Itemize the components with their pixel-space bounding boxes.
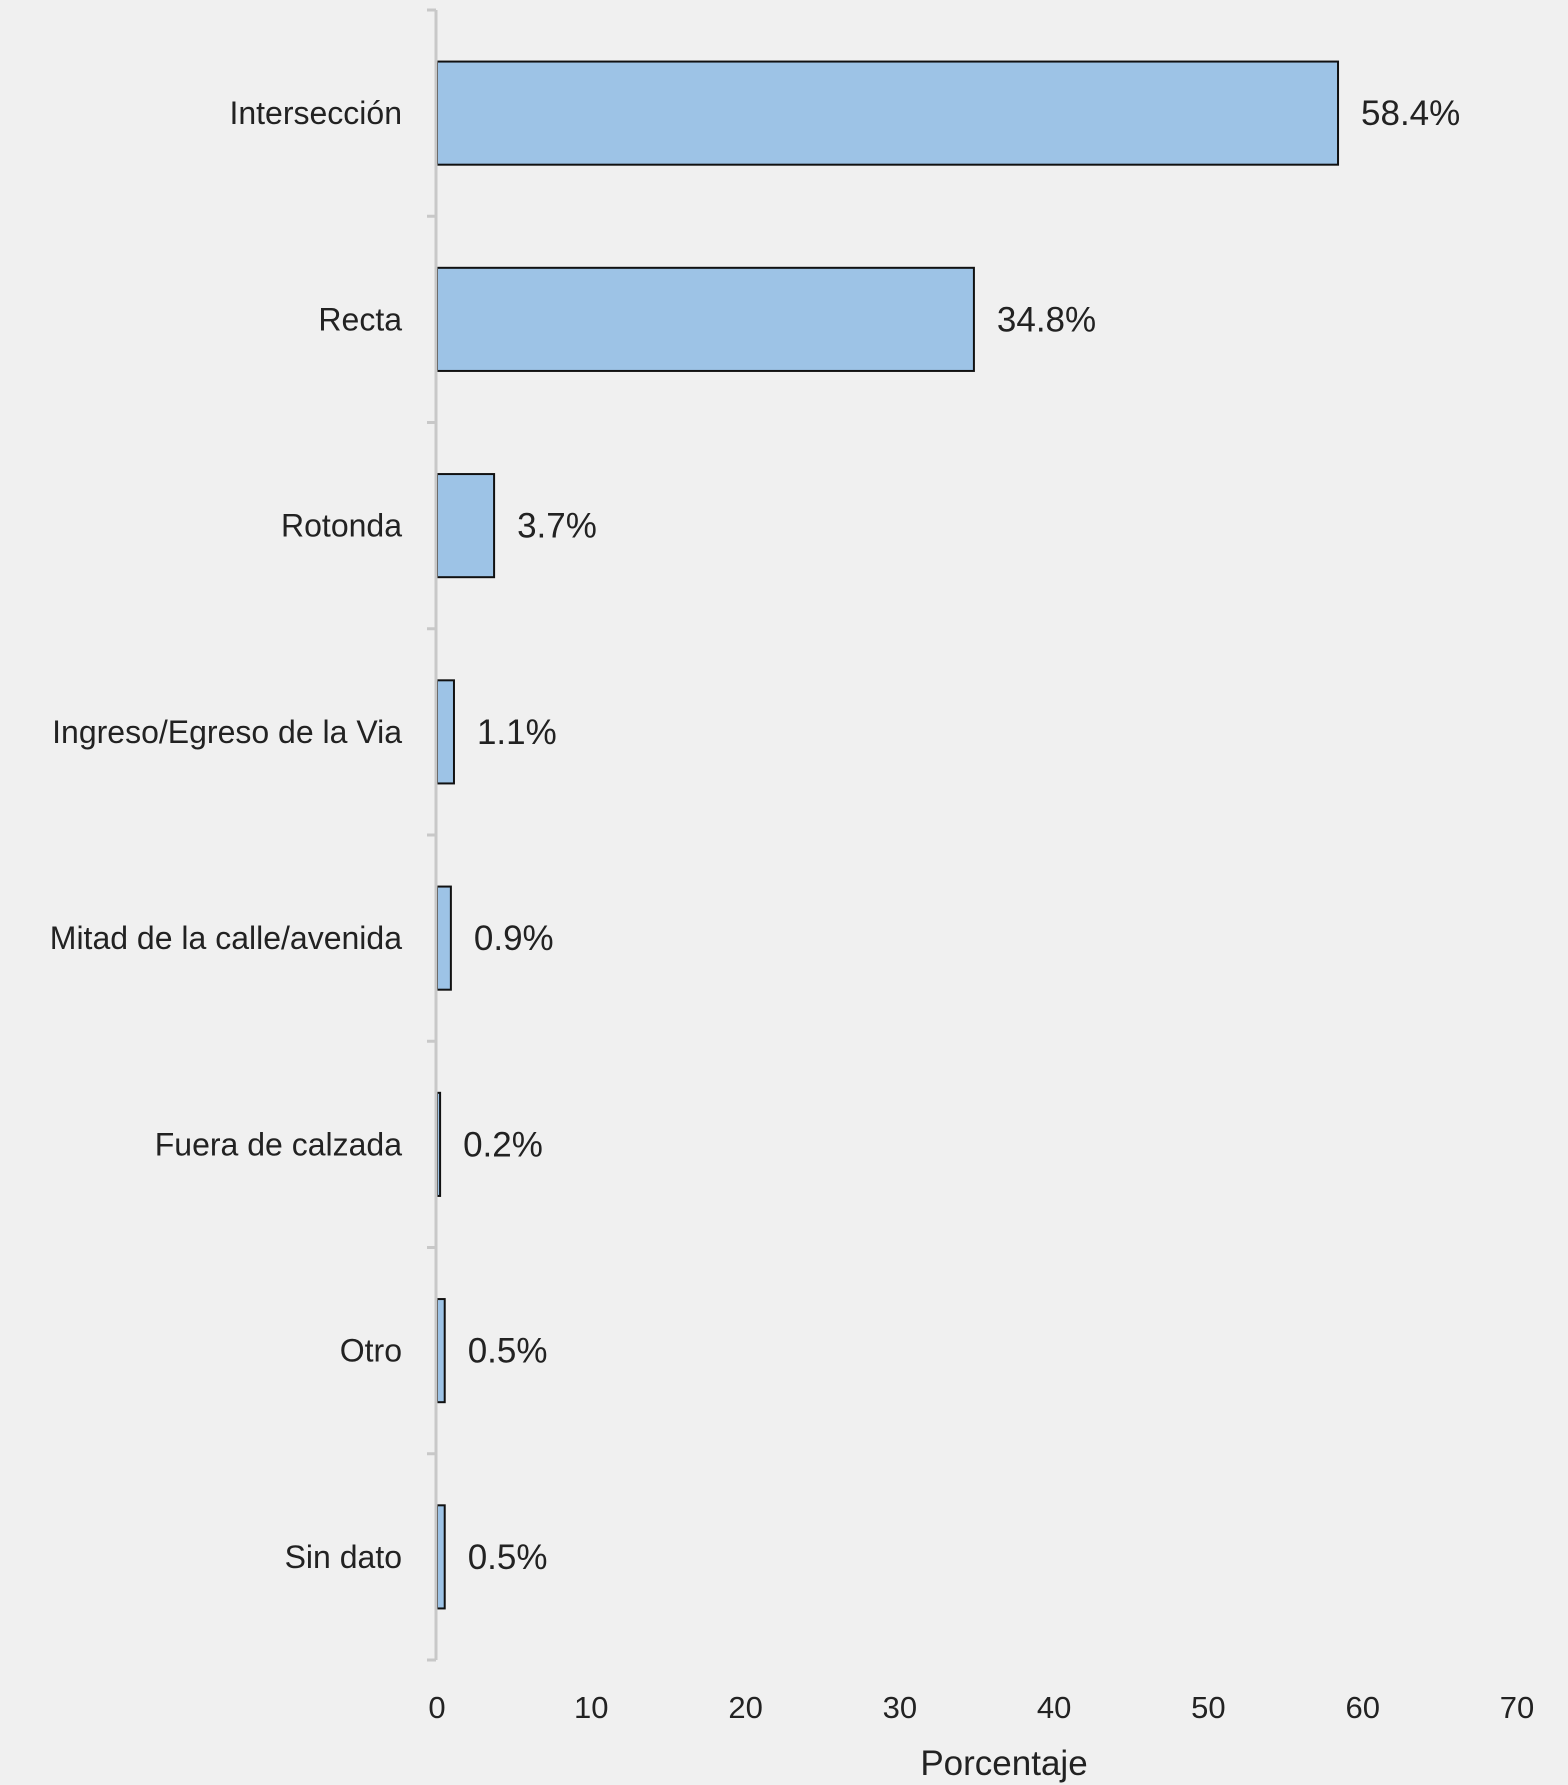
bar-value-label: 34.8% bbox=[997, 300, 1096, 339]
category-label: Rotonda bbox=[281, 508, 402, 544]
bar bbox=[436, 885, 452, 991]
bar bbox=[436, 473, 496, 579]
category-label: Sin dato bbox=[285, 1539, 402, 1575]
category-label: Otro bbox=[340, 1333, 402, 1369]
category-label: Mitad de la calle/avenida bbox=[50, 920, 402, 956]
bar-value-label: 0.5% bbox=[468, 1332, 548, 1371]
category-label: Intersección bbox=[229, 95, 402, 131]
y-axis bbox=[427, 8, 438, 1662]
bar bbox=[436, 1298, 446, 1404]
bar-value-label: 1.1% bbox=[477, 713, 557, 752]
bar-value-label: 3.7% bbox=[517, 507, 597, 546]
bar-value-label: 0.2% bbox=[463, 1125, 543, 1164]
x-tick-label: 50 bbox=[1191, 1690, 1225, 1725]
bar bbox=[436, 266, 975, 372]
x-tick-label: 10 bbox=[574, 1690, 608, 1725]
bar-value-label: 0.5% bbox=[468, 1538, 548, 1577]
bar-value-label: 0.9% bbox=[474, 919, 554, 958]
value-labels-group: 58.4% 34.8% 3.7% 1.1% 0.9% 0.2% 0.5% 0.5% bbox=[463, 94, 1460, 1577]
category-label: Fuera de calzada bbox=[155, 1126, 402, 1162]
x-tick-label: 60 bbox=[1345, 1690, 1379, 1725]
bar bbox=[436, 679, 455, 785]
x-tick-label: 0 bbox=[428, 1690, 445, 1725]
category-label: Ingreso/Egreso de la Via bbox=[52, 714, 402, 750]
bar-value-label: 58.4% bbox=[1361, 94, 1460, 133]
bars-group bbox=[436, 60, 1340, 1610]
x-axis-title: Porcentaje bbox=[920, 1744, 1087, 1783]
bar bbox=[436, 60, 1340, 166]
bar bbox=[436, 1504, 446, 1610]
x-tick-label: 30 bbox=[883, 1690, 917, 1725]
x-axis-ticks: 0 10 20 30 40 50 60 70 bbox=[428, 1690, 1534, 1725]
category-labels-group: Intersección Recta Rotonda Ingreso/Egreso d… bbox=[50, 95, 402, 1575]
x-tick-label: 70 bbox=[1500, 1690, 1534, 1725]
x-tick-label: 20 bbox=[728, 1690, 762, 1725]
x-tick-label: 40 bbox=[1037, 1690, 1071, 1725]
category-label: Recta bbox=[318, 301, 402, 337]
